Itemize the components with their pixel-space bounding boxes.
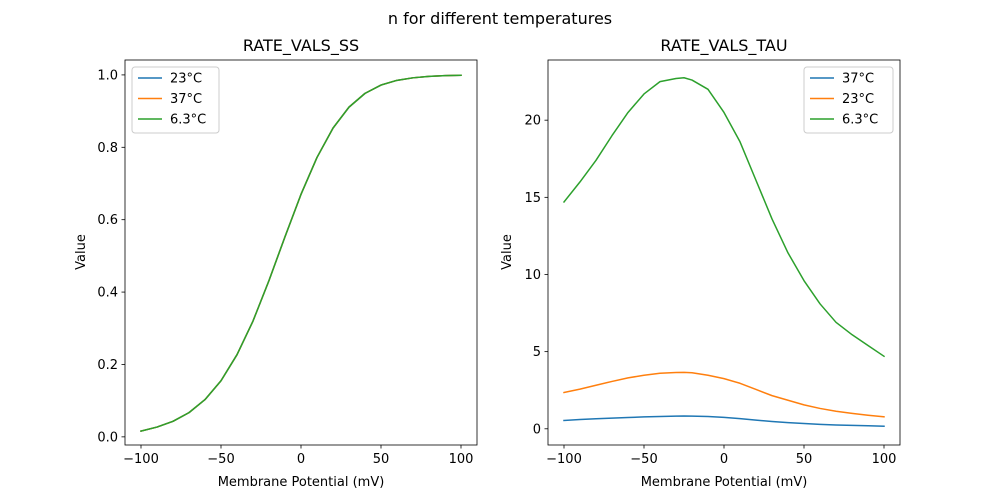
x-tick-label: 50 bbox=[373, 452, 390, 467]
legend-label: 37°C bbox=[842, 72, 874, 87]
x-tick-label: −50 bbox=[630, 452, 657, 467]
y-tick-label: 0.2 bbox=[97, 358, 118, 373]
series-line-6-3-c bbox=[140, 74, 462, 432]
y-tick-label: 10 bbox=[524, 268, 541, 283]
series-line-23-c bbox=[563, 371, 885, 418]
legend-label: 23°C bbox=[170, 72, 202, 87]
x-tick-label: −50 bbox=[207, 452, 234, 467]
y-tick-label: 0.0 bbox=[97, 430, 118, 445]
y-tick-label: 0.6 bbox=[97, 213, 118, 228]
x-axis-label: Membrane Potential (mV) bbox=[641, 475, 808, 490]
y-tick-label: 0 bbox=[533, 422, 541, 437]
legend-label: 37°C bbox=[170, 92, 202, 107]
y-tick-label: 1.0 bbox=[97, 68, 118, 83]
legend-box bbox=[803, 66, 894, 134]
subplot-title: RATE_VALS_SS bbox=[243, 36, 359, 56]
legend-label: 23°C bbox=[842, 92, 874, 107]
x-tick-label: 50 bbox=[796, 452, 813, 467]
legend: 37°C 23°C 6.3°C bbox=[803, 66, 894, 134]
x-tick-label: 0 bbox=[720, 452, 728, 467]
x-tick-label: 0 bbox=[297, 452, 305, 467]
y-tick-label: 0.8 bbox=[97, 141, 118, 156]
subplot-rate-vals-ss: RATE_VALS_SS Membrane Potential (mV) Val… bbox=[74, 36, 478, 490]
y-tick-label: 0.4 bbox=[97, 286, 118, 301]
figure-suptitle: n for different temperatures bbox=[388, 9, 612, 28]
x-tick-label: 100 bbox=[872, 452, 897, 467]
y-axis-label: Value bbox=[500, 234, 515, 270]
x-tick-label: 100 bbox=[449, 452, 474, 467]
legend: 23°C 37°C 6.3°C bbox=[131, 66, 220, 134]
y-tick-label: 20 bbox=[524, 114, 541, 129]
y-axis-label: Value bbox=[74, 234, 89, 270]
subplot-title: RATE_VALS_TAU bbox=[660, 36, 787, 56]
series-line-37-c bbox=[563, 415, 885, 427]
series-line-6-3-c bbox=[562, 77, 886, 358]
y-tick-label: 5 bbox=[533, 345, 541, 360]
y-tick-label: 15 bbox=[524, 191, 541, 206]
legend-label: 6.3°C bbox=[842, 113, 878, 128]
x-tick-label: −100 bbox=[546, 452, 582, 467]
legend-box bbox=[131, 66, 220, 134]
legend-label: 6.3°C bbox=[170, 113, 206, 128]
x-tick-label: −100 bbox=[123, 452, 159, 467]
subplot-rate-vals-tau: RATE_VALS_TAU Membrane Potential (mV) Va… bbox=[500, 36, 901, 490]
x-axis-label: Membrane Potential (mV) bbox=[218, 475, 385, 490]
